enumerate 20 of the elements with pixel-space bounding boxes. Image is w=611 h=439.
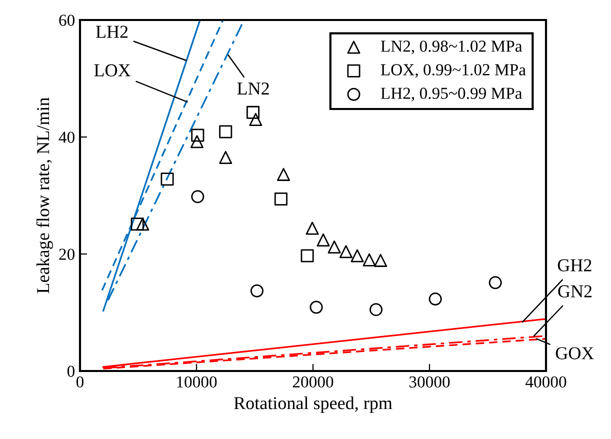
annotation: GH2 [558, 259, 592, 272]
annotation: LN2 [237, 82, 269, 94]
annotation: GN2 [558, 285, 592, 298]
legend-label: LH2, 0.95~0.99 MPa [380, 88, 522, 102]
x-tick-label: 30000 [409, 376, 450, 388]
x-tick-label: 10000 [177, 376, 217, 388]
annotation: LOX [94, 64, 131, 76]
y-axis-title: Leakage flow rate, NL/min [36, 98, 53, 294]
y-tick-label: 20 [59, 248, 75, 260]
annotation: GOX [556, 347, 594, 360]
x-tick-label: 40000 [525, 376, 566, 388]
annotation: LH2 [96, 26, 128, 38]
legend-label: LN2, 0.98~1.02 MPa [380, 40, 522, 54]
y-tick-label: 60 [59, 14, 75, 26]
x-tick-label: 0 [76, 376, 84, 388]
legend-label: LOX, 0.99~1.02 MPa [380, 64, 526, 78]
y-tick-label: 0 [67, 366, 75, 377]
y-tick-label: 40 [58, 132, 75, 143]
x-axis-title: Rotational speed, rpm [234, 396, 392, 413]
x-tick-label: 20000 [292, 376, 334, 388]
